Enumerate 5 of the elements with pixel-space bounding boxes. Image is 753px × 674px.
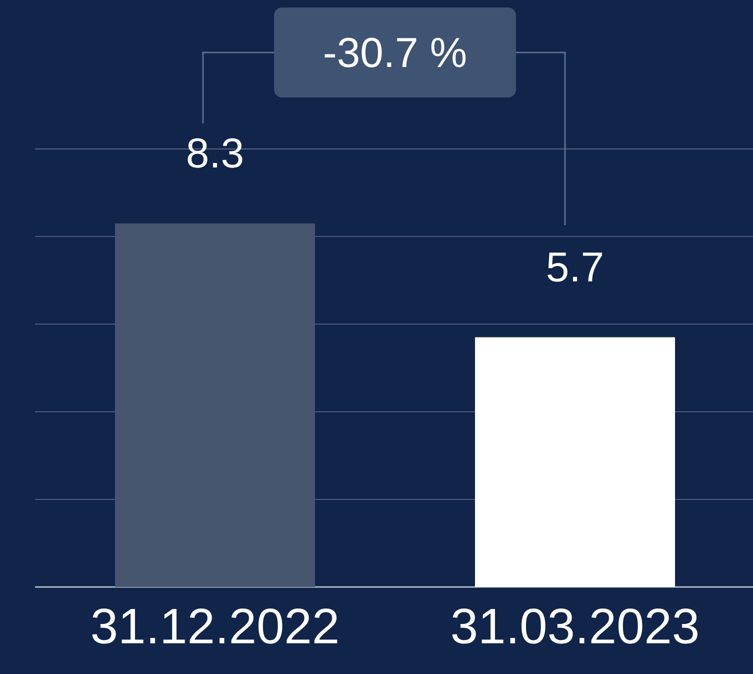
data-label: 5.7 (548, 252, 602, 282)
annotation: -30.7 % (324, 38, 466, 68)
x-tick-label: 31.12.2022 (92, 608, 338, 644)
x-tick-label: 31.03.2023 (452, 608, 698, 644)
data-label: 8.3 (188, 138, 242, 168)
